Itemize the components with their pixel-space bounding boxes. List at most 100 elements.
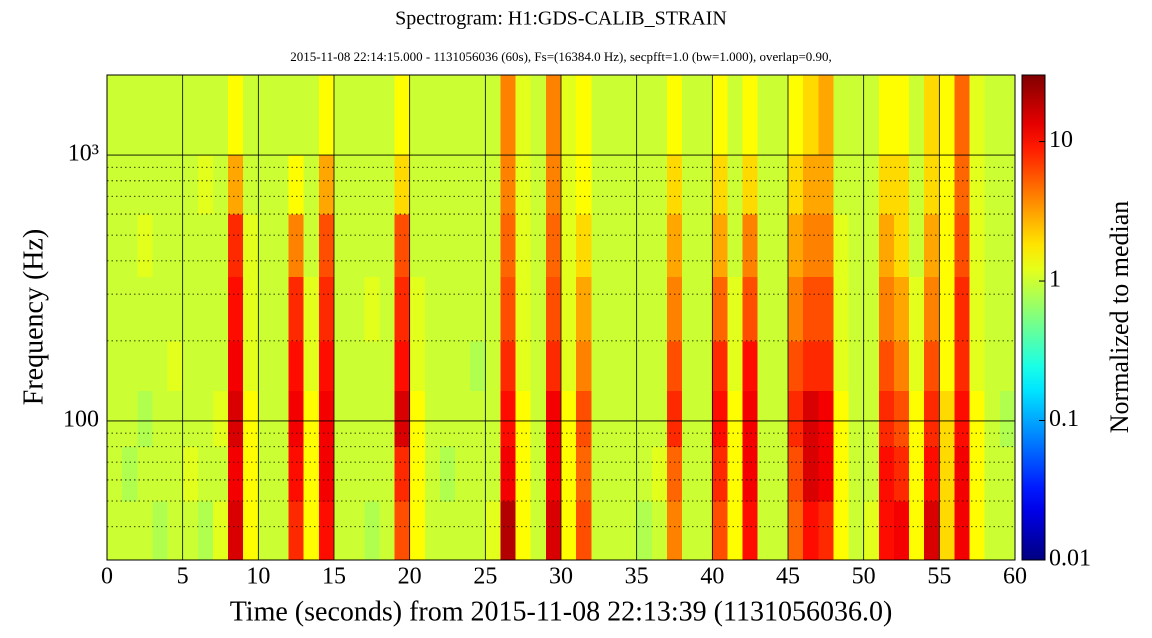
heatmap-cell [727,446,744,502]
heatmap-cell [893,390,910,448]
heatmap-cell [107,501,123,561]
heatmap-cell [561,75,577,156]
heatmap-cell [666,446,683,502]
heatmap-cell [666,155,683,215]
heatmap-cell [636,75,653,156]
heatmap-cell [137,446,153,502]
heatmap-cell [772,390,789,448]
heatmap-cell [318,390,335,448]
heatmap-cell [318,75,335,156]
chart-subtitle: 2015-11-08 22:14:15.000 - 1131056036 (60… [290,49,832,64]
heatmap-cell [515,340,532,392]
y-tick-label: 100 [63,406,99,432]
heatmap-cell [288,155,305,215]
heatmap-cell [848,390,865,448]
heatmap-cell [999,340,1016,392]
heatmap-cell [939,214,955,277]
heatmap-cell [833,501,850,561]
heatmap-cell [712,75,728,156]
heatmap-cell [470,75,486,156]
heatmap-cell [712,276,728,342]
heatmap-cell [349,501,365,561]
heatmap-cell [228,446,244,502]
heatmap-cell [682,340,698,392]
heatmap-cell [303,155,320,215]
heatmap-cell [969,75,986,156]
heatmap-cell [833,276,850,342]
heatmap-cell [515,214,532,277]
heatmap-cell [288,214,305,277]
heatmap-cell [364,340,380,392]
heatmap-cell [591,214,607,277]
heatmap-cell [712,155,728,215]
heatmap-cell [288,390,305,448]
heatmap-cell [954,501,971,561]
heatmap-cell [197,155,214,215]
heatmap-cell [258,340,274,392]
heatmap-cell [803,390,819,448]
heatmap-cell [591,446,607,502]
heatmap-cell [137,340,153,392]
heatmap-cell [288,446,305,502]
heatmap-cell [666,501,683,561]
heatmap-cell [893,214,910,277]
heatmap-cell [666,75,683,156]
heatmap-cell [757,75,774,156]
heatmap-cell [999,446,1016,502]
heatmap-cell [379,276,396,342]
heatmap-cell [712,501,728,561]
heatmap-cell [167,446,184,502]
heatmap-cell [303,340,320,392]
heatmap-cell [303,390,320,448]
heatmap-cell [364,155,380,215]
heatmap-cell [394,501,411,561]
heatmap-cell [182,214,199,277]
heatmap-cell [212,155,229,215]
heatmap-cell [606,214,623,277]
heatmap-cell [349,390,365,448]
heatmap-cell [394,446,411,502]
heatmap-cell [848,501,865,561]
heatmap-cell [621,155,638,215]
heatmap-cell [788,75,804,156]
colorbar [1021,74,1046,561]
heatmap-cell [727,214,744,277]
heatmap-cell [455,390,471,448]
heatmap-cell [772,446,789,502]
heatmap-cell [485,155,501,215]
heatmap-cell [984,75,1001,156]
heatmap-cell [788,340,804,392]
heatmap-cell [969,390,986,448]
heatmap-cell [364,390,380,448]
heatmap-cell [152,340,169,392]
heatmap-cell [243,446,259,502]
heatmap-cell [803,276,819,342]
heatmap-cell [712,214,728,277]
heatmap-cell [788,501,804,561]
heatmap-cell [697,446,713,502]
heatmap-cell [439,155,456,215]
heatmap-cell [258,390,274,448]
heatmap-cell [409,276,426,342]
heatmap-cell [439,340,456,392]
heatmap-cell [757,340,774,392]
heatmap-cell [909,276,925,342]
heatmap-cell [682,155,698,215]
heatmap-cell [288,75,305,156]
heatmap-cell [243,501,259,561]
heatmap-cell [682,446,698,502]
heatmap-cell [788,446,804,502]
heatmap-cell [303,214,320,277]
heatmap-cell [999,390,1016,448]
heatmap-cell [197,276,214,342]
heatmap-cell [212,340,229,392]
heatmap-cell [848,214,865,277]
heatmap-cell [107,75,123,156]
heatmap-cell [500,276,517,342]
heatmap-cell [107,340,123,392]
heatmap-cell [561,214,577,277]
heatmap-cell [107,155,123,215]
heatmap-cell [182,155,199,215]
heatmap-cell [409,155,426,215]
heatmap-cell [742,501,759,561]
